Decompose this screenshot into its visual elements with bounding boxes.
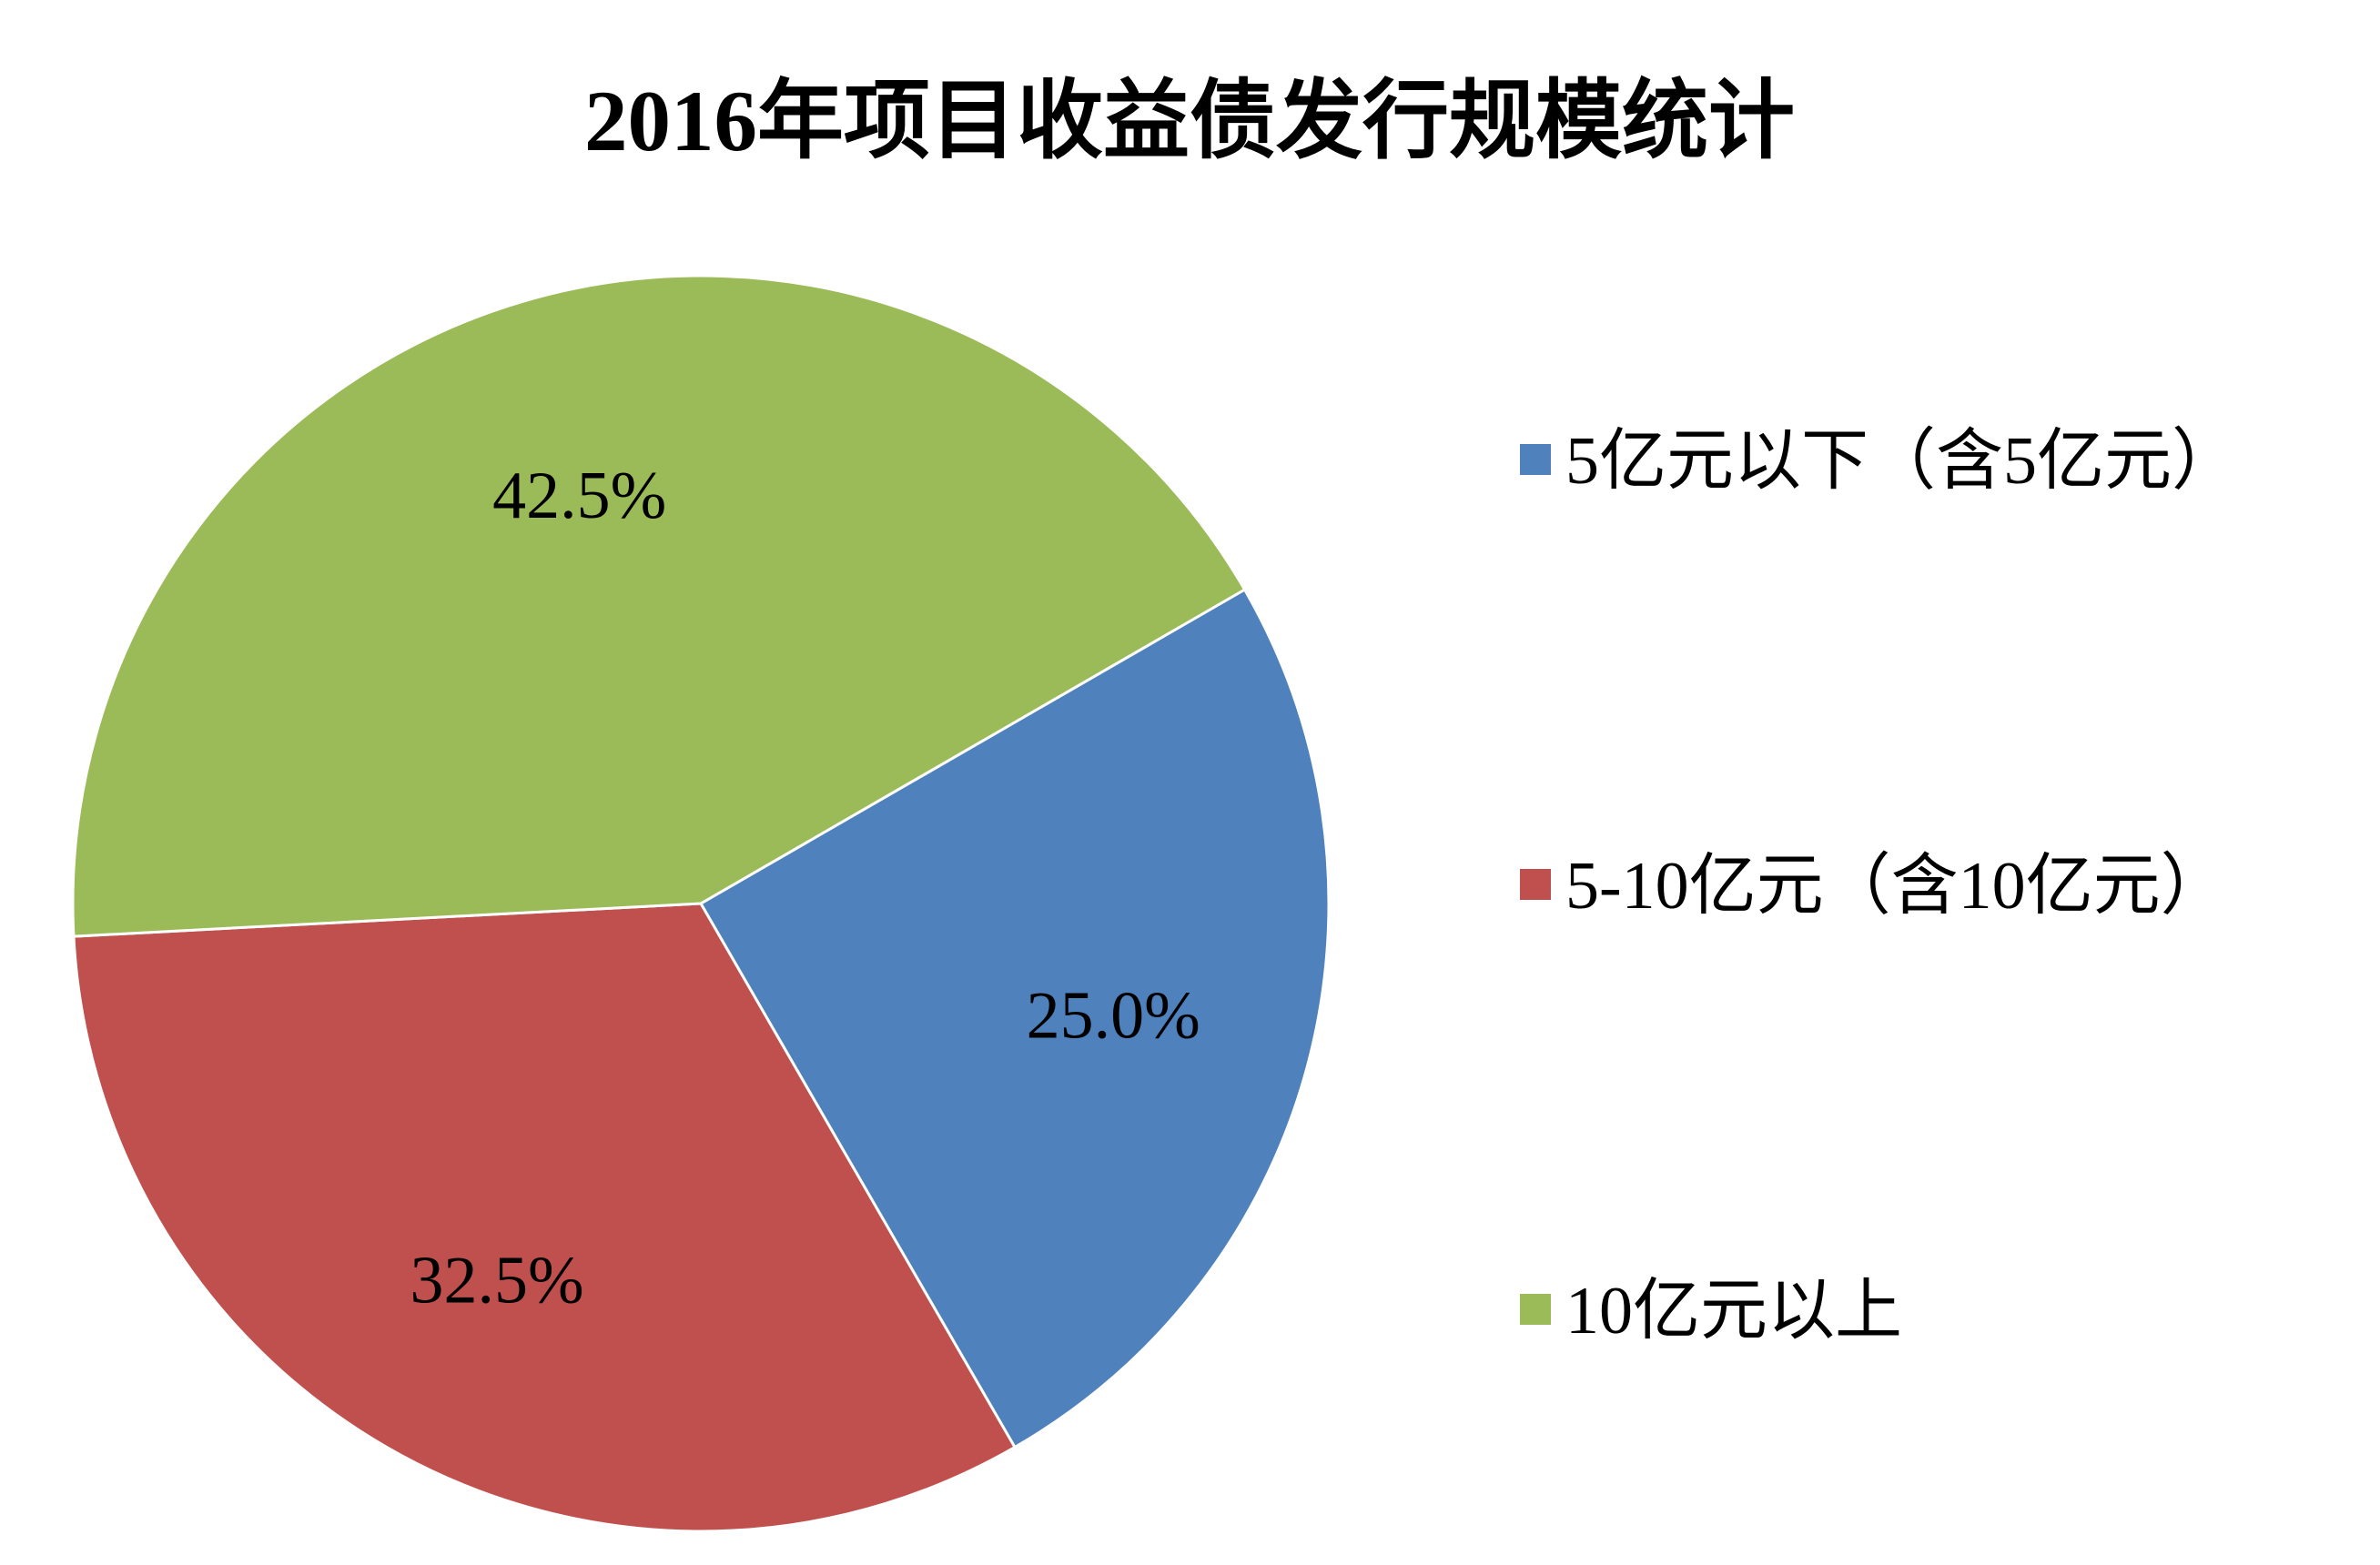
pie-slice-3 [71,274,1247,938]
pie-slice-1 [698,587,1331,1449]
legend: 5亿元以下（含5亿元） 5-10亿元（含10亿元） 10亿元以上 [1520,424,2239,1348]
legend-label-3: 10亿元以上 [1565,1274,1902,1348]
legend-label-2: 5-10亿元（含10亿元） [1565,849,2228,924]
legend-item-3: 10亿元以上 [1520,1274,1902,1348]
chart-title: 2016年项目收益债发行规模统计 [584,73,1795,169]
legend-item-1: 5亿元以下（含5亿元） [1520,424,2239,499]
pie-slices [71,274,1331,1533]
pie-data-labels: 25.0% 32.5% 42.5% [410,459,1200,1318]
data-label-2: 32.5% [410,1243,584,1318]
legend-swatch-1 [1520,444,1551,475]
data-label-3: 42.5% [492,459,666,533]
legend-item-2: 5-10亿元（含10亿元） [1520,849,2228,924]
legend-swatch-3 [1520,1294,1551,1325]
data-label-1: 25.0% [1027,978,1200,1053]
legend-swatch-2 [1520,869,1551,900]
pie-slice-2 [72,902,1018,1533]
legend-label-1: 5亿元以下（含5亿元） [1565,424,2239,499]
